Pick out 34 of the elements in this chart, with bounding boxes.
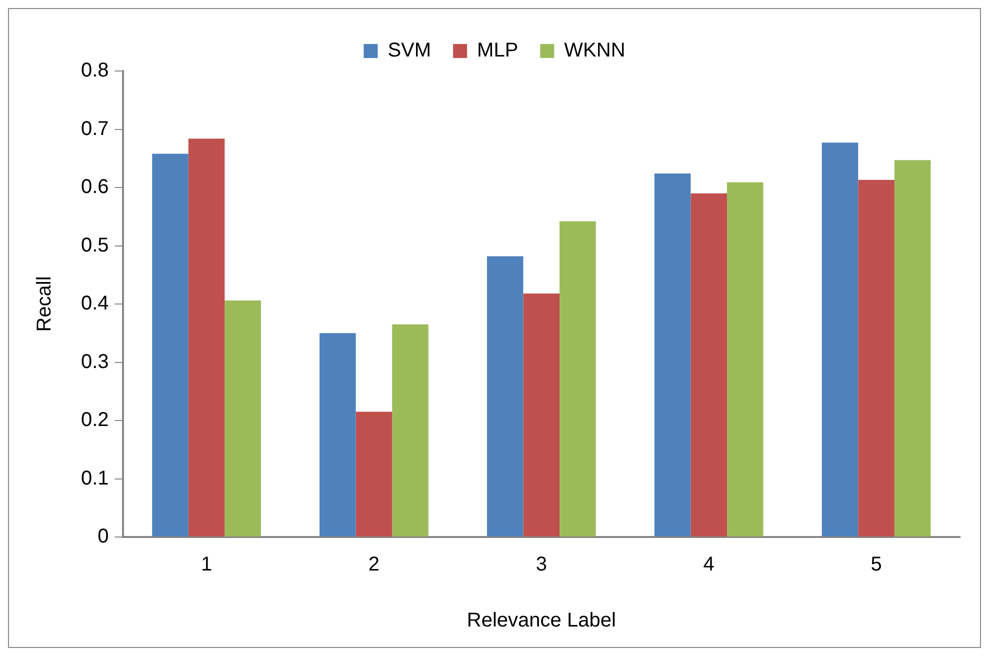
x-axis-title: Relevance Label — [466, 610, 616, 632]
y-tick-label: 0.7 — [80, 118, 109, 140]
bar — [188, 138, 225, 536]
bar — [654, 174, 691, 536]
legend-label: WKNN — [564, 40, 626, 62]
y-tick-label: 0.1 — [80, 467, 109, 490]
bar — [726, 182, 764, 536]
y-tick-label: 0 — [98, 526, 109, 548]
bar — [822, 142, 858, 536]
y-tick-label: 0.6 — [80, 176, 109, 198]
x-tick-label: 2 — [368, 554, 380, 576]
bar — [858, 180, 894, 536]
bar — [320, 333, 356, 536]
legend-label: MLP — [477, 40, 518, 62]
x-tick-label: 1 — [200, 554, 212, 576]
x-tick-label: 5 — [870, 554, 882, 576]
y-tick-label: 0.2 — [80, 409, 109, 432]
x-tick-label: 4 — [703, 554, 714, 576]
legend-label: SVM — [388, 40, 432, 62]
bar — [356, 412, 392, 536]
bar — [392, 324, 428, 536]
y-tick-label: 0.4 — [80, 292, 109, 315]
y-axis-title: Recall — [34, 276, 56, 332]
bar — [690, 193, 727, 536]
bar — [224, 300, 261, 536]
bar — [560, 221, 596, 536]
bar — [523, 294, 560, 536]
bar — [894, 160, 931, 536]
bar — [486, 256, 524, 536]
bar — [152, 154, 188, 536]
y-tick-label: 0.8 — [80, 60, 109, 82]
y-tick-label: 0.5 — [80, 234, 109, 256]
y-tick-label: 0.3 — [80, 350, 109, 373]
x-tick-label: 3 — [536, 554, 547, 576]
